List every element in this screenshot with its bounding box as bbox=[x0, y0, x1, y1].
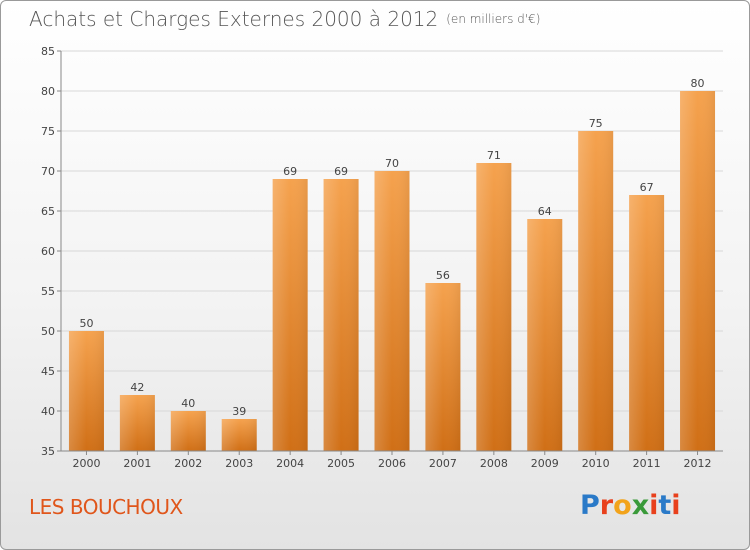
title-text: Achats et Charges Externes 2000 à 2012 bbox=[29, 7, 439, 31]
x-tick-label-2001: 2001 bbox=[123, 457, 151, 470]
bar-shine bbox=[680, 91, 716, 451]
bar-shine bbox=[629, 195, 665, 451]
data-label-2006: 70 bbox=[385, 157, 399, 170]
bar-shine bbox=[425, 283, 461, 451]
logo-letter: r bbox=[599, 490, 614, 521]
x-tick-label-2002: 2002 bbox=[174, 457, 202, 470]
title-unit: (en milliers d'€) bbox=[446, 12, 541, 26]
logo-letter: x bbox=[631, 490, 650, 521]
bar-shine bbox=[578, 131, 614, 451]
x-tick-label-2005: 2005 bbox=[327, 457, 355, 470]
data-label-2010: 75 bbox=[589, 117, 603, 130]
y-tick-label: 45 bbox=[41, 365, 55, 378]
y-tick-label: 60 bbox=[41, 245, 55, 258]
x-tick-label-2004: 2004 bbox=[276, 457, 304, 470]
x-tick-label-2009: 2009 bbox=[531, 457, 559, 470]
data-label-2002: 40 bbox=[181, 397, 195, 410]
bar-shine bbox=[374, 171, 410, 451]
logo-letter: i bbox=[671, 490, 681, 521]
bar-shine bbox=[527, 219, 563, 451]
data-label-2004: 69 bbox=[283, 165, 297, 178]
data-label-2005: 69 bbox=[334, 165, 348, 178]
x-tick-label-2000: 2000 bbox=[72, 457, 100, 470]
y-tick-label: 70 bbox=[41, 165, 55, 178]
y-tick-label: 50 bbox=[41, 325, 55, 338]
y-tick-label: 40 bbox=[41, 405, 55, 418]
logo-letter: t bbox=[658, 490, 672, 521]
data-label-2001: 42 bbox=[130, 381, 144, 394]
x-tick-label-2006: 2006 bbox=[378, 457, 406, 470]
bar-shine bbox=[68, 331, 104, 451]
y-tick-label: 35 bbox=[41, 445, 55, 458]
bar-shine bbox=[323, 179, 359, 451]
data-label-2003: 39 bbox=[232, 405, 246, 418]
chart-title: Achats et Charges Externes 2000 à 2012 (e… bbox=[29, 7, 540, 31]
x-tick-label-2008: 2008 bbox=[480, 457, 508, 470]
proxiti-logo: Proxiti bbox=[580, 490, 681, 521]
x-tick-label-2003: 2003 bbox=[225, 457, 253, 470]
bar-shine bbox=[221, 419, 257, 451]
bar-shine bbox=[476, 163, 512, 451]
bar-shine bbox=[272, 179, 308, 451]
commune-name: LES BOUCHOUX bbox=[29, 495, 183, 519]
y-tick-label: 65 bbox=[41, 205, 55, 218]
logo-letter: P bbox=[580, 490, 600, 521]
bar-shine bbox=[119, 395, 155, 451]
y-tick-label: 55 bbox=[41, 285, 55, 298]
y-tick-label: 75 bbox=[41, 125, 55, 138]
logo-letter: i bbox=[649, 490, 659, 521]
x-tick-label-2011: 2011 bbox=[633, 457, 661, 470]
data-label-2009: 64 bbox=[538, 205, 552, 218]
bar-shine bbox=[170, 411, 206, 451]
x-tick-label-2007: 2007 bbox=[429, 457, 457, 470]
data-label-2007: 56 bbox=[436, 269, 450, 282]
data-label-2011: 67 bbox=[640, 181, 654, 194]
x-tick-label-2010: 2010 bbox=[582, 457, 610, 470]
data-label-2012: 80 bbox=[691, 77, 705, 90]
y-tick-label: 80 bbox=[41, 85, 55, 98]
y-tick-label: 85 bbox=[41, 45, 55, 58]
data-label-2008: 71 bbox=[487, 149, 501, 162]
x-tick-label-2012: 2012 bbox=[684, 457, 712, 470]
data-label-2000: 50 bbox=[79, 317, 93, 330]
logo-letter: o bbox=[613, 490, 632, 521]
